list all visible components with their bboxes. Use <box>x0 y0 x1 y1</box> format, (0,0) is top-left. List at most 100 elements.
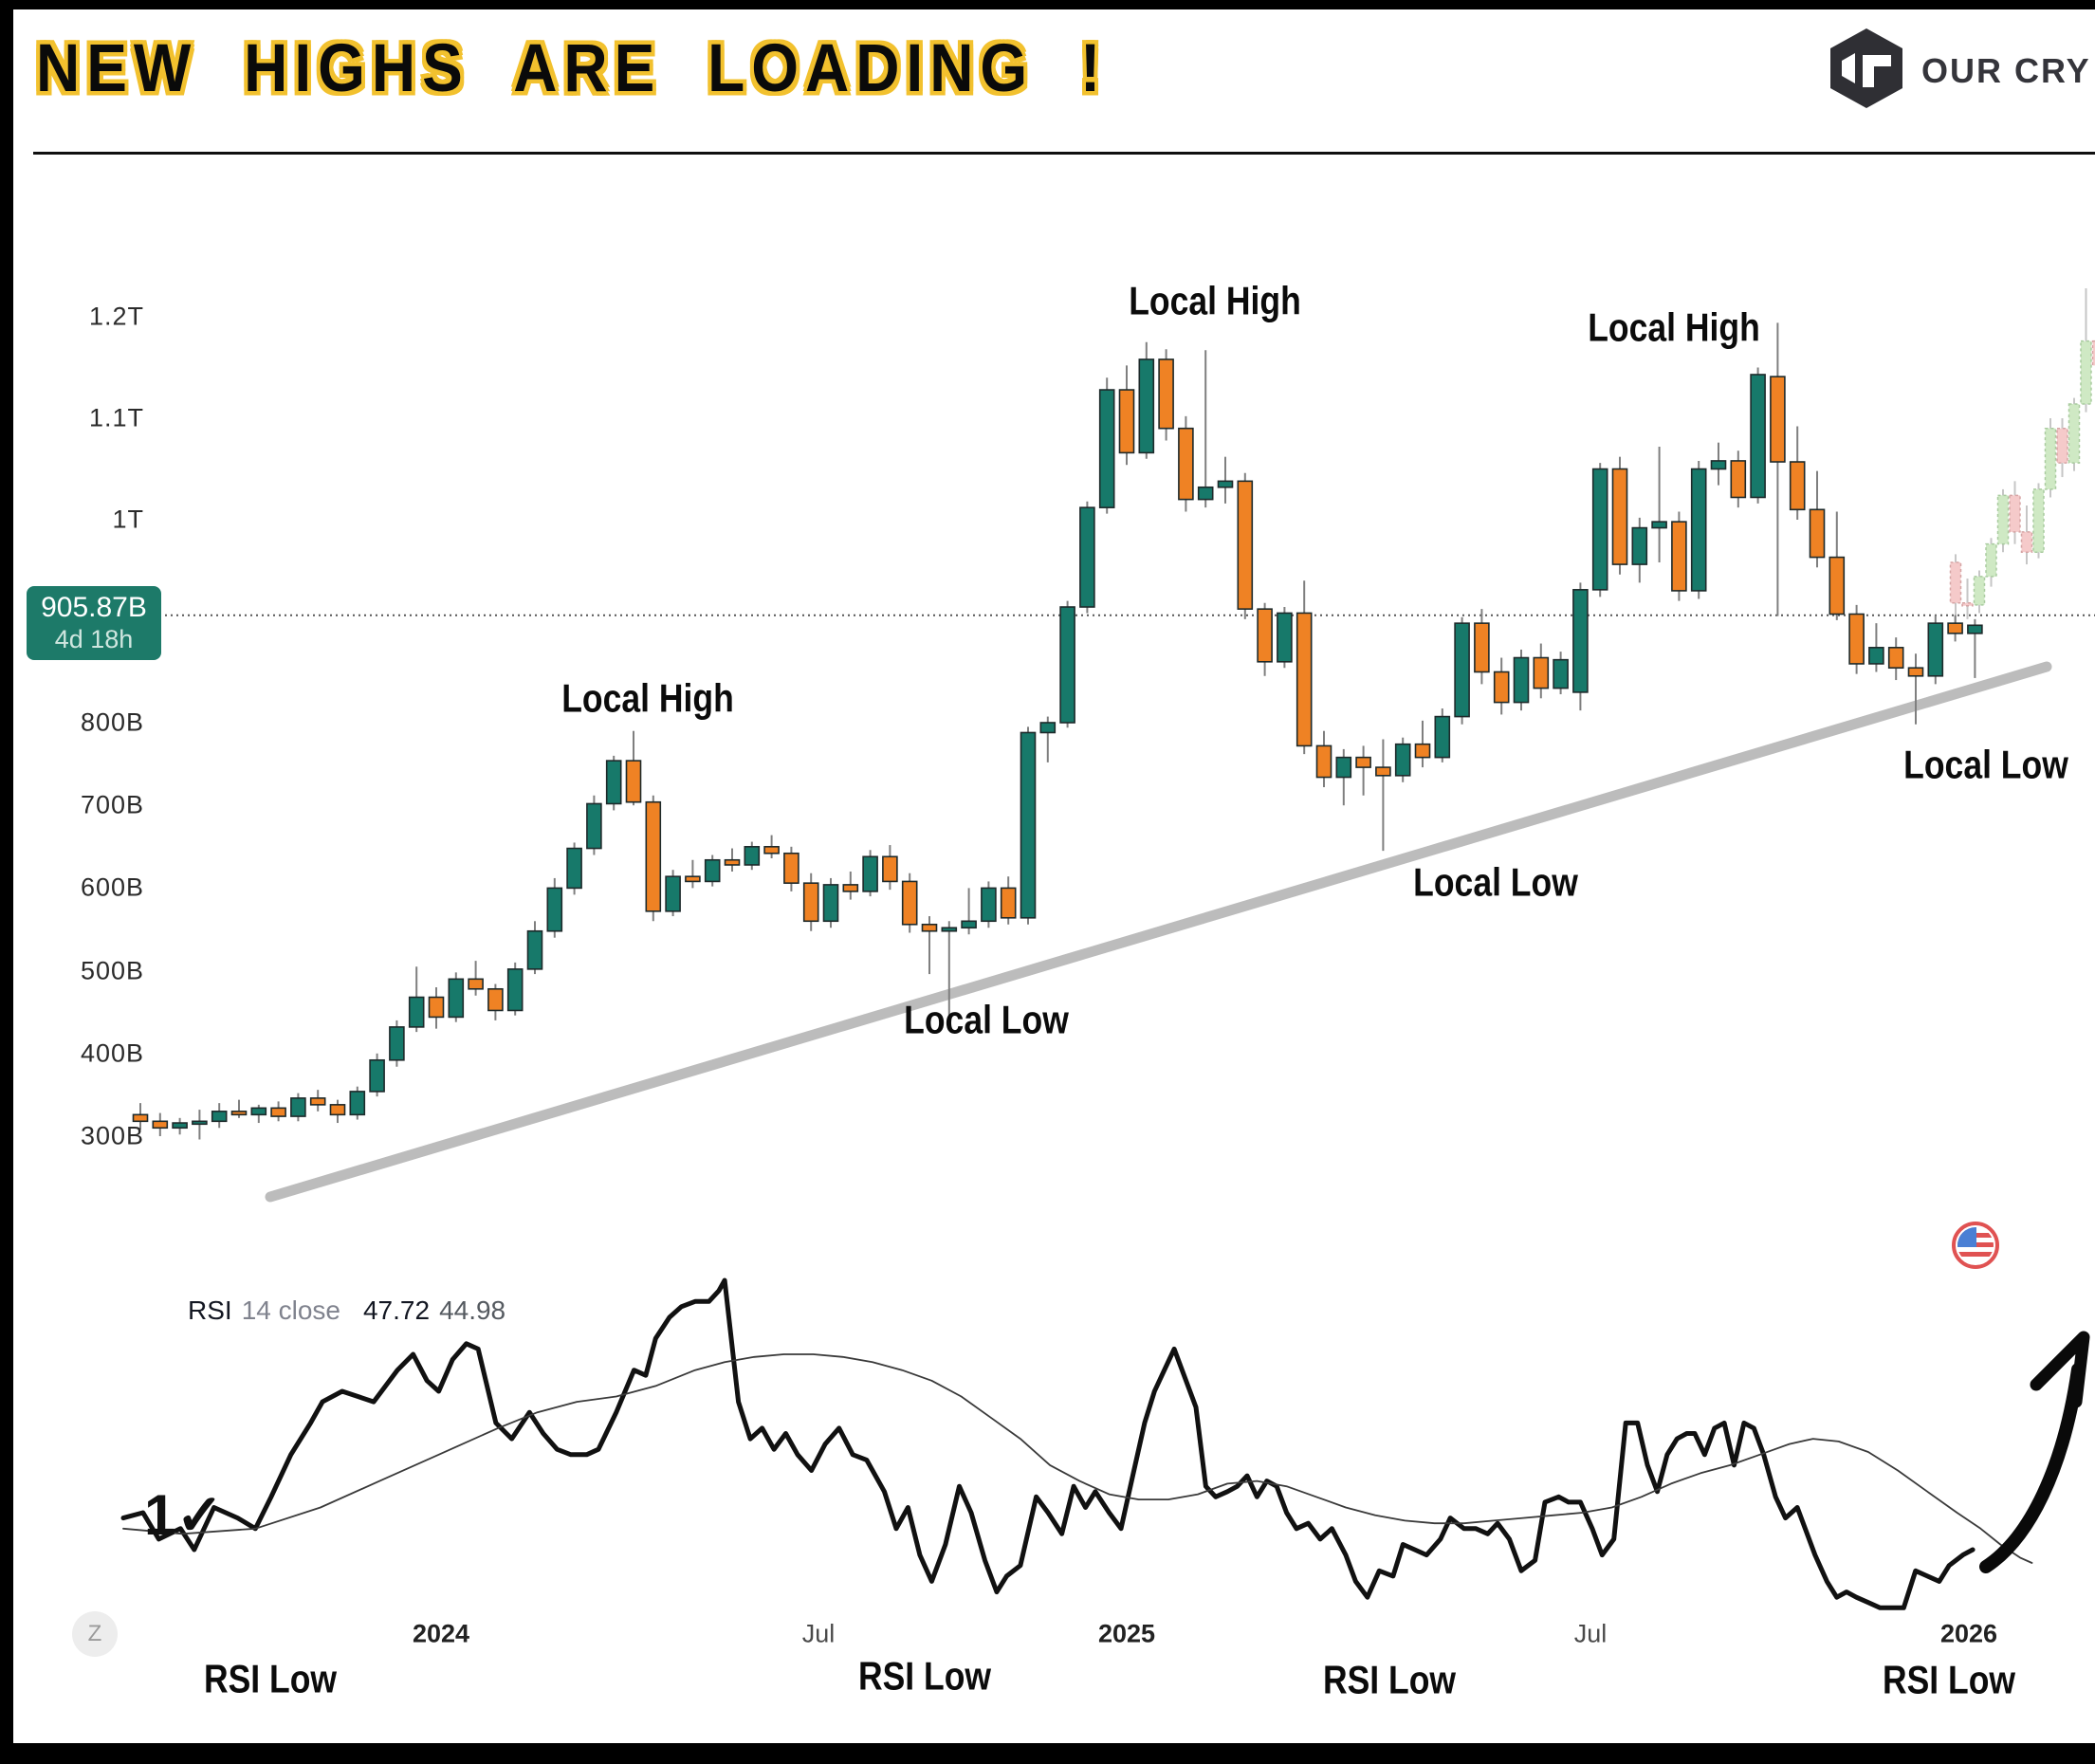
zoom-reset-button[interactable]: Z <box>72 1611 118 1657</box>
candle <box>941 927 958 932</box>
candle <box>882 855 898 883</box>
rsi-legend: RSI 14 close 47.72 44.98 <box>188 1295 515 1326</box>
candle <box>901 880 918 926</box>
candle <box>329 1104 346 1116</box>
candle <box>1118 389 1135 454</box>
forecast-candle <box>1961 601 1974 607</box>
last-price-badge: 905.87B 4d 18h <box>27 586 161 660</box>
candle <box>448 978 465 1019</box>
brand-name: OUR CRY <box>1921 50 2091 90</box>
y-axis-label-400b: 400B <box>80 1038 144 1068</box>
y-axis-label-300b: 300B <box>80 1121 144 1150</box>
candle <box>1789 461 1806 511</box>
candle <box>783 852 799 884</box>
brand-hexagon-icon <box>1829 27 1904 115</box>
candle <box>369 1058 385 1093</box>
candle <box>1158 358 1174 430</box>
candle-countdown: 4d 18h <box>54 624 134 653</box>
last-price-value: 905.87B <box>41 592 147 624</box>
candle <box>408 996 425 1028</box>
candle <box>1690 468 1707 592</box>
candle <box>1197 486 1214 501</box>
forecast-candle <box>1973 576 1986 606</box>
candle <box>724 858 741 866</box>
candle <box>1335 756 1352 779</box>
rsi-low-4: RSI Low <box>1882 1658 2016 1702</box>
candle <box>981 887 997 923</box>
rsi-indicator-name: RSI <box>188 1295 232 1325</box>
candle <box>1967 624 1983 634</box>
candle <box>349 1091 366 1116</box>
candle <box>1414 743 1431 759</box>
candle <box>1513 656 1530 704</box>
candle <box>1277 612 1293 663</box>
up-arrow-head-icon <box>2030 1331 2090 1408</box>
x-axis-label-2026: 2026 <box>1939 1619 1998 1648</box>
candle <box>763 845 780 854</box>
candle <box>1770 376 1786 463</box>
candle <box>546 887 563 932</box>
candle <box>1237 480 1254 610</box>
candle <box>1907 667 1924 677</box>
rsi-value: 47.72 <box>362 1295 431 1325</box>
y-axis-label-600b: 600B <box>80 873 144 902</box>
forecast-candle <box>1996 494 2010 545</box>
candle <box>1848 613 1865 665</box>
candle <box>230 1111 248 1116</box>
up-arrow-icon <box>1979 1363 2085 1573</box>
candle <box>389 1026 405 1061</box>
candle <box>1138 358 1155 454</box>
candle <box>1020 731 1037 919</box>
y-axis-label-800b: 800B <box>80 707 144 737</box>
candle <box>1296 612 1313 747</box>
candle <box>1039 722 1057 734</box>
candle <box>1553 658 1569 689</box>
candle <box>822 884 839 923</box>
candle <box>1533 656 1550 689</box>
brand-logo: OUR CRY <box>1829 27 2095 115</box>
candle <box>506 968 524 1012</box>
forecast-candle <box>1949 561 1962 604</box>
candle <box>625 760 642 803</box>
candle <box>1710 460 1727 470</box>
candle <box>309 1097 326 1106</box>
watermark-icon: 1✓ <box>144 1483 224 1547</box>
candle <box>1098 389 1115 508</box>
local-high-1: Local High <box>561 676 734 721</box>
candle <box>1829 556 1846 616</box>
candle <box>1631 526 1648 565</box>
candle <box>1079 506 1095 608</box>
candle <box>192 1120 208 1126</box>
candle <box>1591 468 1608 591</box>
candle <box>665 875 681 912</box>
candle <box>802 882 819 923</box>
frame-bottom <box>0 1743 2095 1764</box>
title-separator <box>33 152 2095 155</box>
candle <box>1651 521 1667 529</box>
x-axis-label-2024: 2024 <box>412 1619 470 1648</box>
candle <box>1887 647 1904 670</box>
candle <box>487 987 504 1012</box>
support-trendline <box>265 661 2052 1203</box>
candle <box>566 847 582 890</box>
candle <box>1217 480 1234 488</box>
candle <box>862 855 878 892</box>
y-axis-label-1t: 1T <box>112 505 144 534</box>
candle <box>1434 715 1451 759</box>
candle <box>526 929 543 970</box>
rsi-ma-value: 44.98 <box>439 1295 506 1325</box>
local-low-3: Local Low <box>1903 743 2068 787</box>
x-axis-label-2025: 2025 <box>1097 1619 1156 1648</box>
rsi-low-1: RSI Low <box>203 1657 338 1701</box>
candle <box>1730 460 1747 499</box>
candle <box>645 800 662 912</box>
local-high-2: Local High <box>1129 279 1301 323</box>
forecast-candle <box>2067 403 2081 464</box>
rsi-low-3: RSI Low <box>1322 1658 1457 1702</box>
candle <box>1671 521 1687 592</box>
candle <box>1454 622 1470 718</box>
us-flag-icon[interactable] <box>1952 1222 1999 1274</box>
candle <box>1355 756 1371 768</box>
y-axis-label-1.1t: 1.1T <box>88 403 144 432</box>
